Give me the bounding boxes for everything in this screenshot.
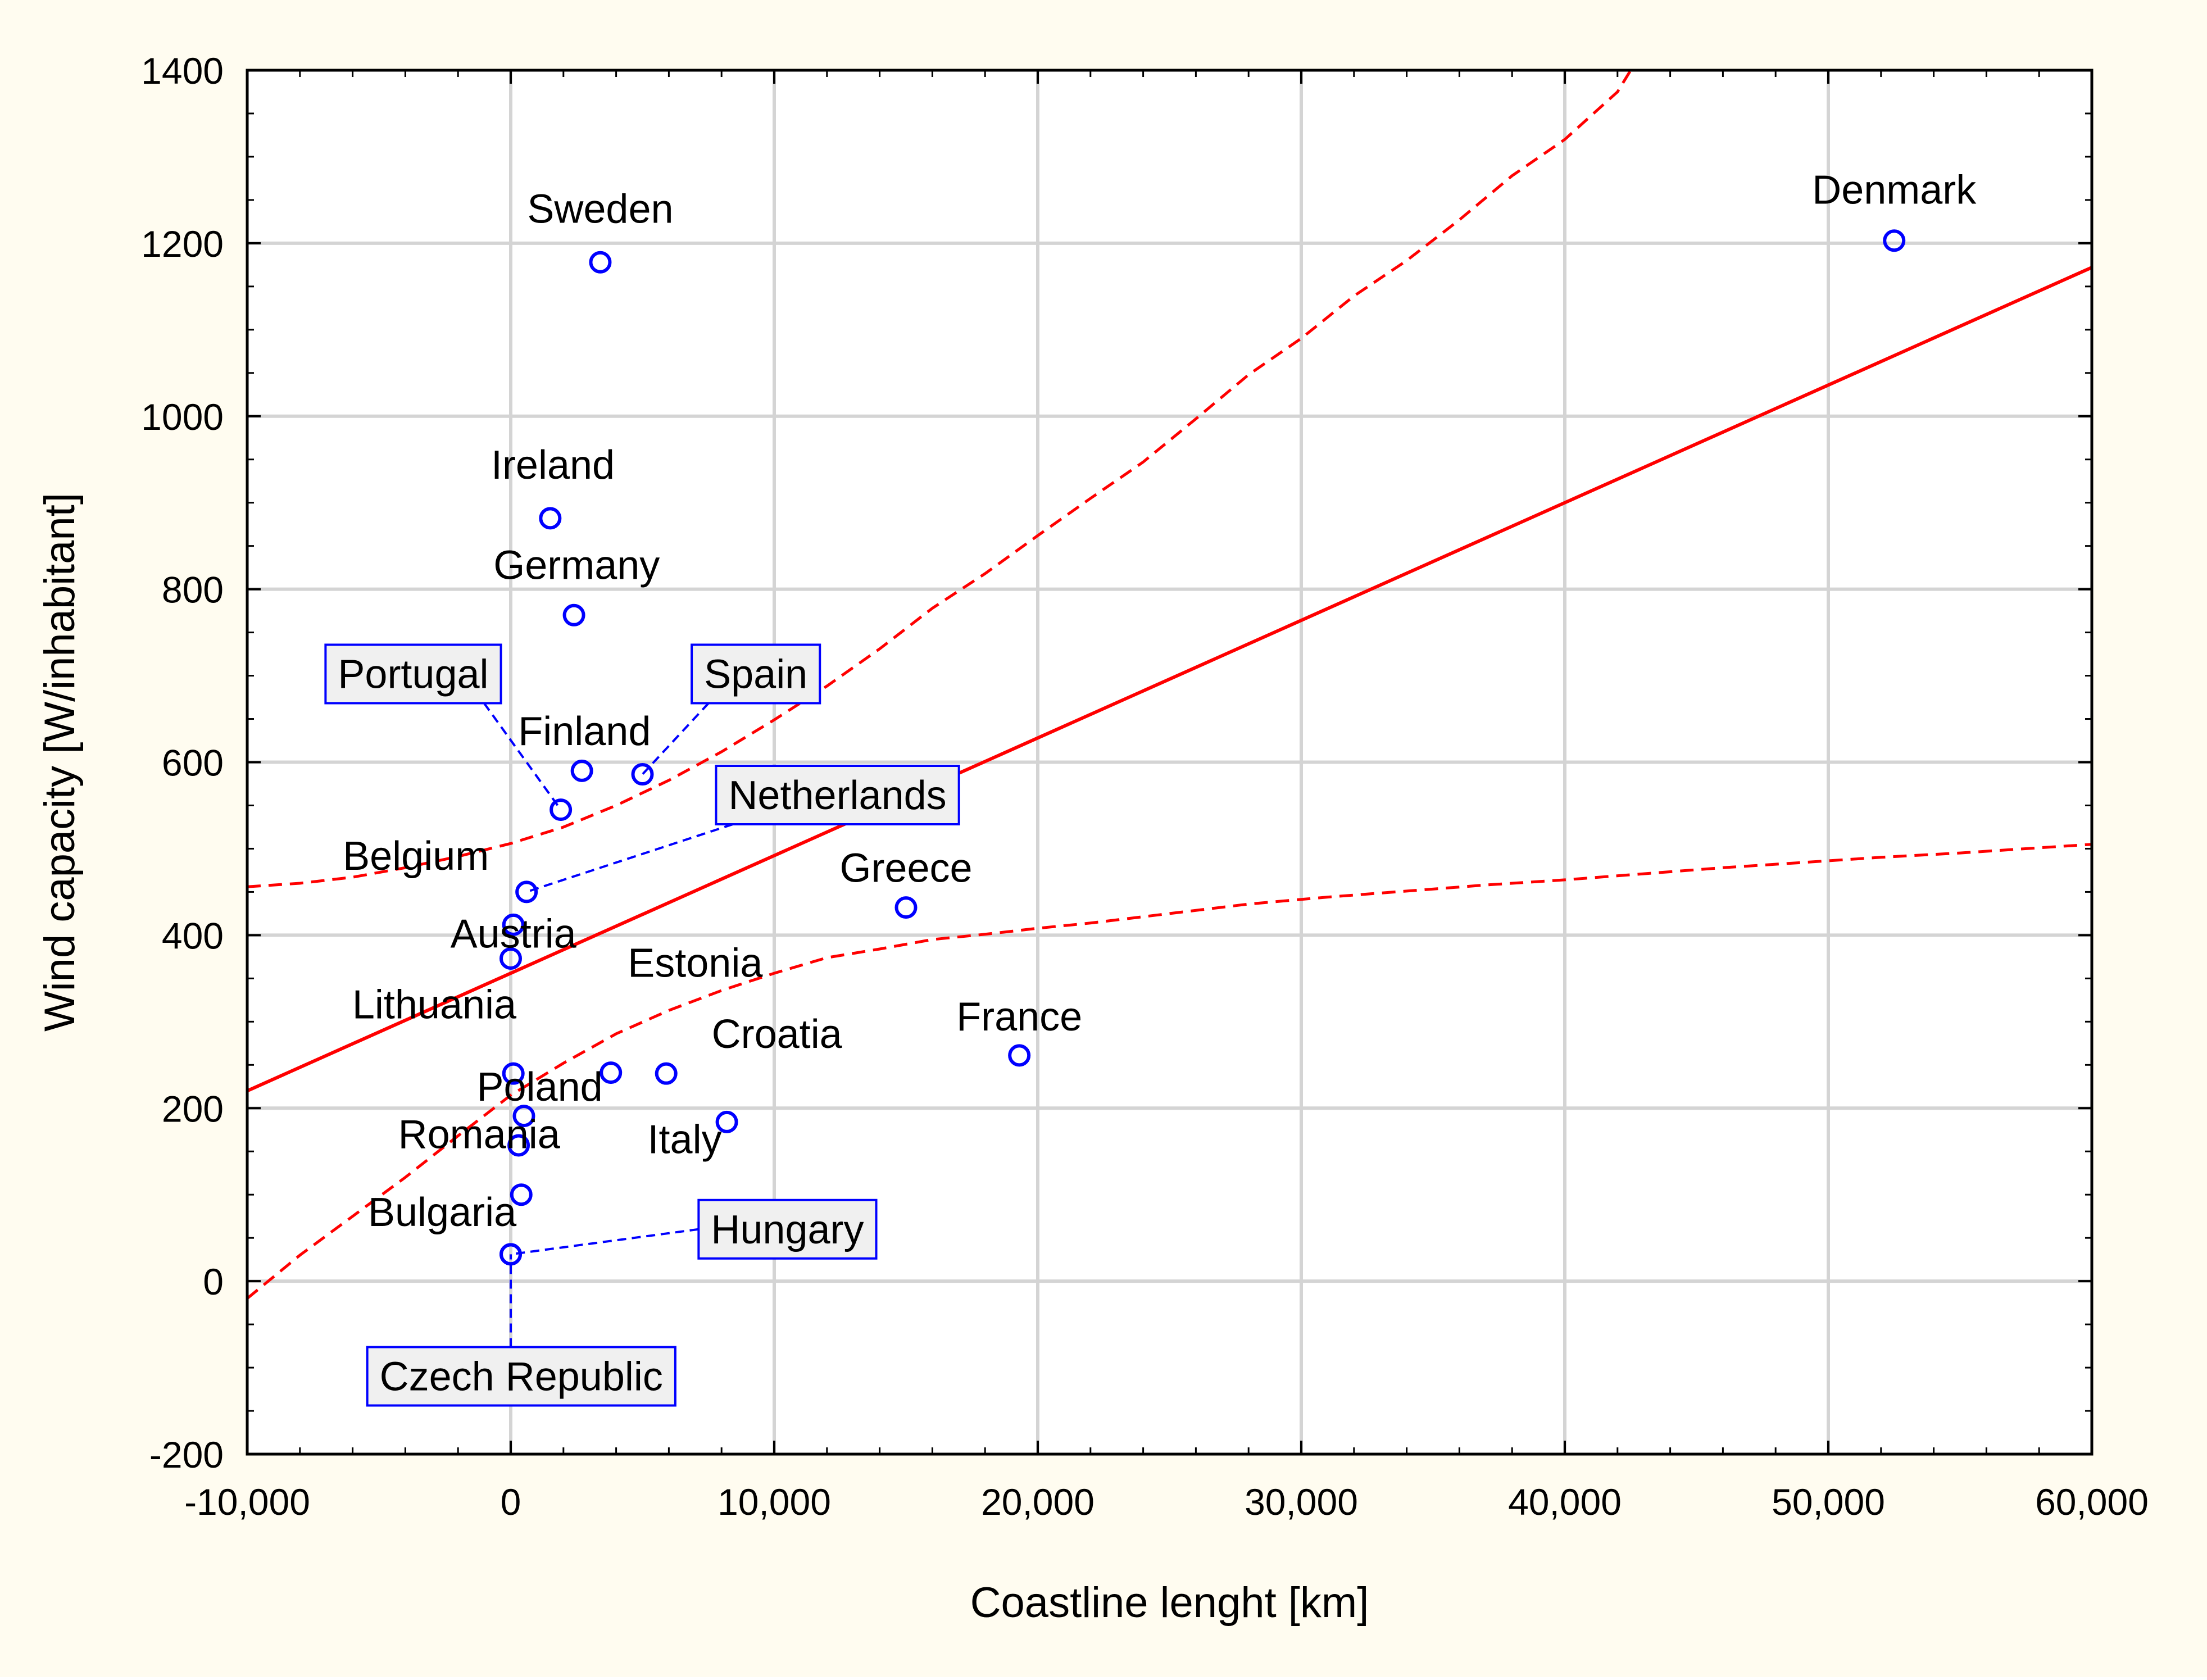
data-points <box>499 229 1906 1266</box>
callout-label: Spain <box>704 652 807 697</box>
callout-czech-republic: Czech Republic <box>366 1346 676 1407</box>
point-label-poland: Poland <box>476 1065 602 1110</box>
data-point-france <box>1008 1044 1031 1067</box>
callout-label: Portugal <box>338 652 488 697</box>
confidence-band-lower <box>246 843 2092 1300</box>
x-tick-label: 20,000 <box>981 1481 1095 1523</box>
point-label-belgium: Belgium <box>343 834 489 879</box>
callout-box <box>366 1346 676 1407</box>
data-point-sweden <box>589 251 612 274</box>
callout-label: Netherlands <box>728 773 946 818</box>
x-tick-label: 0 <box>501 1481 521 1523</box>
leader-line-portugal <box>483 702 562 811</box>
point-label-france: France <box>956 995 1082 1039</box>
data-point-estonia <box>600 1061 623 1084</box>
y-tick-label: 1000 <box>141 396 224 438</box>
y-tick-label: -200 <box>149 1434 224 1475</box>
data-point-bulgaria <box>510 1183 533 1206</box>
point-label-finland: Finland <box>518 709 651 754</box>
callout-box <box>715 764 960 825</box>
callout-hungary: Hungary <box>697 1198 878 1260</box>
x-tick-label: 40,000 <box>1508 1481 1622 1523</box>
grid-lines <box>247 70 2092 1454</box>
data-point-italy <box>715 1110 738 1133</box>
data-point-romania <box>507 1134 530 1157</box>
x-tick-label: 60,000 <box>2035 1481 2149 1523</box>
leader-line-hungary <box>510 1228 699 1256</box>
data-point-portugal <box>550 798 573 821</box>
data-point-croatia <box>655 1062 678 1085</box>
confidence-band-upper <box>247 69 1632 888</box>
callout-box <box>324 643 502 705</box>
data-point-czech-republic <box>499 1243 522 1266</box>
point-label-greece: Greece <box>839 846 972 891</box>
x-tick-label: 30,000 <box>1245 1481 1358 1523</box>
regression-line <box>246 266 2093 1093</box>
x-axis-title: Coastline lenght [km] <box>970 1579 1369 1627</box>
x-tick-label: 10,000 <box>717 1481 831 1523</box>
point-label-germany: Germany <box>493 543 660 588</box>
data-point-belgium <box>502 913 525 936</box>
point-label-estonia: Estonia <box>628 941 763 986</box>
axis-ticks: -10,000 0 10,000 20,000 30,000 40,000 50,000 60… <box>141 50 2149 1523</box>
callout-portugal: Portugal <box>324 643 502 705</box>
y-tick-label: 400 <box>162 915 224 956</box>
data-point-lithuania <box>502 1062 525 1085</box>
callout-label: Hungary <box>711 1207 864 1252</box>
y-axis-title: Wind capacity [W/inhabitant] <box>36 493 84 1032</box>
point-label-italy: Italy <box>648 1118 722 1163</box>
y-tick-label: 1200 <box>141 223 224 265</box>
y-tick-label: 600 <box>162 742 224 784</box>
x-tick-label: -10,000 <box>184 1481 310 1523</box>
callout-spain: Spain <box>691 643 821 705</box>
data-point-ireland <box>539 507 562 530</box>
y-tick-label: 200 <box>162 1088 224 1129</box>
point-label-croatia: Croatia <box>712 1012 843 1057</box>
x-tick-label: 50,000 <box>1772 1481 1885 1523</box>
leader-line-netherlands <box>526 823 734 893</box>
callout-netherlands: Netherlands <box>715 764 960 825</box>
y-tick-label: 0 <box>203 1261 224 1302</box>
plot-frame <box>246 69 2094 1456</box>
data-point-netherlands <box>515 880 538 903</box>
callout-box <box>691 643 821 705</box>
point-label-sweden: Sweden <box>527 187 673 231</box>
data-point-denmark <box>1883 229 1906 252</box>
point-label-romania: Romania <box>398 1112 561 1157</box>
point-label-ireland: Ireland <box>491 443 615 488</box>
callout-box <box>697 1198 878 1260</box>
data-point-germany <box>562 603 585 626</box>
regression-curves <box>246 69 2093 1300</box>
point-label-austria: Austria <box>451 911 577 956</box>
point-label-lithuania: Lithuania <box>352 983 517 1028</box>
point-label-bulgaria: Bulgaria <box>368 1190 517 1235</box>
callout-label: Czech Republic <box>380 1354 663 1399</box>
data-point-finland <box>570 759 593 782</box>
point-label-denmark: Denmark <box>1812 167 1977 212</box>
data-point-greece <box>894 896 918 919</box>
point-labels: Sweden Denmark Ireland Germany Finland Belgiu… <box>324 167 1977 1407</box>
data-point-poland <box>512 1105 535 1128</box>
leader-line-spain <box>642 702 710 775</box>
y-tick-label: 1400 <box>141 50 224 92</box>
label-leader-lines <box>483 702 734 1347</box>
y-tick-label: 800 <box>162 569 224 611</box>
data-point-austria <box>499 947 522 970</box>
data-point-spain <box>631 763 654 786</box>
